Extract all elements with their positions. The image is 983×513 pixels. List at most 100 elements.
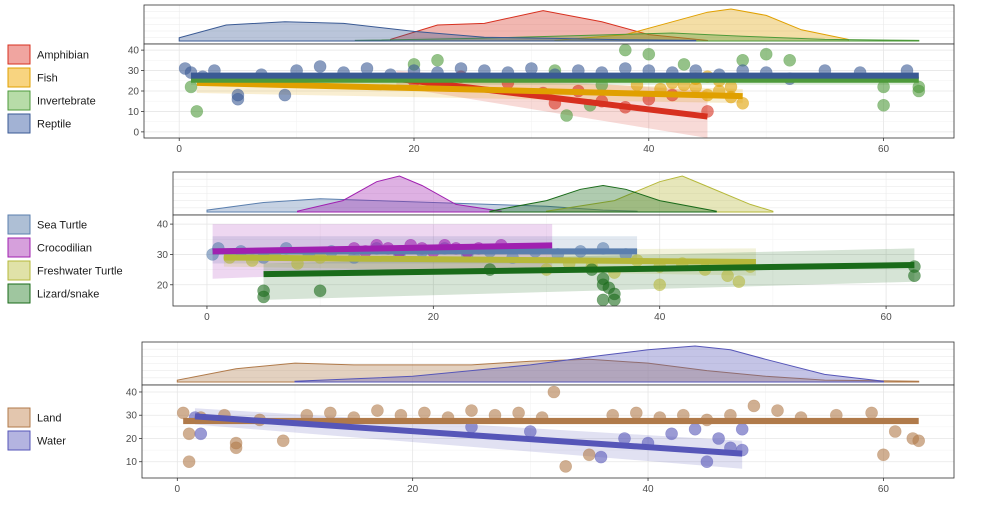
data-point	[653, 278, 667, 292]
y-tick-label: 30	[157, 250, 169, 261]
chart-panel-3: 10 20 30 40 0 20 40 60 Land Water	[7, 341, 955, 495]
density-curve-invertebrate	[354, 32, 920, 42]
data-point	[736, 97, 750, 110]
scatter-panel: 0 10 20 30 40 0 20 40 60	[128, 43, 955, 155]
fit-line-freshwater-turtle	[223, 254, 756, 266]
fit-line-amphibian	[396, 75, 708, 120]
legend-label: Invertebrate	[37, 96, 96, 108]
data-point	[194, 427, 208, 441]
data-point	[629, 406, 643, 420]
x-tick-label: 60	[881, 312, 893, 323]
points-water	[188, 411, 749, 469]
x-tick-label: 20	[408, 144, 420, 155]
data-point	[618, 43, 632, 57]
data-point	[418, 406, 431, 420]
data-point	[431, 53, 444, 67]
legend-key	[7, 407, 31, 428]
y-tick-label: 10	[126, 457, 138, 468]
legend-key	[7, 237, 31, 258]
data-point	[596, 293, 610, 307]
density-curve-freshwater-turtle	[546, 175, 774, 213]
panel-background	[142, 385, 954, 478]
fit-line-fish	[196, 79, 743, 100]
data-point	[712, 432, 725, 445]
panel-border	[141, 384, 955, 479]
data-point	[771, 404, 784, 417]
data-point	[229, 436, 243, 450]
x-tick-label: 40	[654, 312, 666, 323]
y-tick-label: 0	[133, 127, 139, 138]
data-point	[465, 404, 478, 417]
legend-key	[7, 430, 31, 451]
data-point	[908, 269, 921, 283]
data-point	[182, 427, 196, 441]
data-point	[190, 105, 204, 118]
x-tick-label: 0	[204, 312, 210, 323]
legend: Amphibian Fish Invertebrate Reptile	[7, 44, 96, 134]
data-point	[559, 460, 573, 473]
data-point	[700, 455, 714, 469]
x-tick-label: 20	[407, 484, 419, 495]
data-point	[257, 284, 270, 298]
legend-label: Amphibian	[37, 50, 89, 62]
data-point	[313, 60, 327, 73]
x-tick-label: 0	[176, 144, 182, 155]
data-point	[912, 80, 926, 94]
density-curve-land	[176, 358, 920, 383]
scatter-panel: 20 30 40 0 20 40 60	[157, 214, 955, 323]
data-point	[759, 47, 773, 61]
legend-label: Water	[37, 436, 66, 448]
y-tick-label: 30	[126, 411, 138, 422]
data-point	[278, 88, 292, 102]
y-tick-label: 20	[126, 434, 138, 445]
legend-key	[7, 260, 31, 281]
data-point	[182, 455, 196, 469]
y-tick-label: 10	[128, 107, 140, 118]
legend-label: Freshwater Turtle	[37, 266, 123, 278]
data-point	[747, 399, 761, 413]
density-curve-sea-turtle	[206, 198, 638, 213]
legend: Sea Turtle Crocodilian Freshwater Turtle Li…	[7, 214, 123, 304]
fit-line-crocodilian	[212, 242, 553, 255]
x-tick-label: 20	[428, 312, 440, 323]
density-panel	[141, 341, 955, 386]
chart-panel-1: 0 10 20 30 40 0 20 40 60 Amphibian Fish Invertebrat…	[7, 4, 955, 155]
legend-key	[7, 283, 31, 304]
data-point	[608, 293, 621, 307]
data-point	[313, 284, 327, 298]
panel-border	[172, 214, 955, 307]
data-point	[512, 406, 525, 420]
data-point	[594, 450, 608, 464]
y-tick-label: 20	[157, 280, 169, 291]
data-point	[665, 427, 678, 441]
legend-key	[7, 113, 31, 134]
data-point	[582, 448, 596, 462]
legend-key	[7, 214, 31, 235]
fit-line-lizard-snake	[263, 262, 915, 278]
density-curve-lizard-snake	[489, 184, 717, 213]
data-point	[877, 448, 890, 462]
density-panel	[172, 171, 955, 216]
data-point	[560, 109, 573, 122]
data-point	[865, 406, 878, 420]
data-point	[176, 406, 190, 420]
legend-label: Sea Turtle	[37, 220, 87, 232]
legend-key	[7, 67, 31, 88]
scatter-panel: 10 20 30 40 0 20 40 60	[126, 384, 955, 495]
legend-label: Fish	[37, 73, 58, 85]
density-panel	[143, 4, 955, 45]
y-tick-label: 20	[128, 87, 140, 98]
legend: Land Water	[7, 407, 66, 451]
data-point	[523, 425, 537, 438]
legend-key	[7, 90, 31, 111]
chart-panel-2: 20 30 40 0 20 40 60 Sea Turtle Crocodilian Freshw…	[7, 171, 955, 323]
data-point	[276, 434, 290, 448]
legend-label: Lizard/snake	[37, 289, 99, 301]
y-tick-label: 30	[128, 66, 140, 77]
x-tick-label: 0	[175, 484, 181, 495]
density-curve-reptile	[178, 21, 697, 42]
data-point	[877, 99, 890, 112]
data-point	[732, 275, 746, 289]
legend-label: Crocodilian	[37, 243, 92, 255]
